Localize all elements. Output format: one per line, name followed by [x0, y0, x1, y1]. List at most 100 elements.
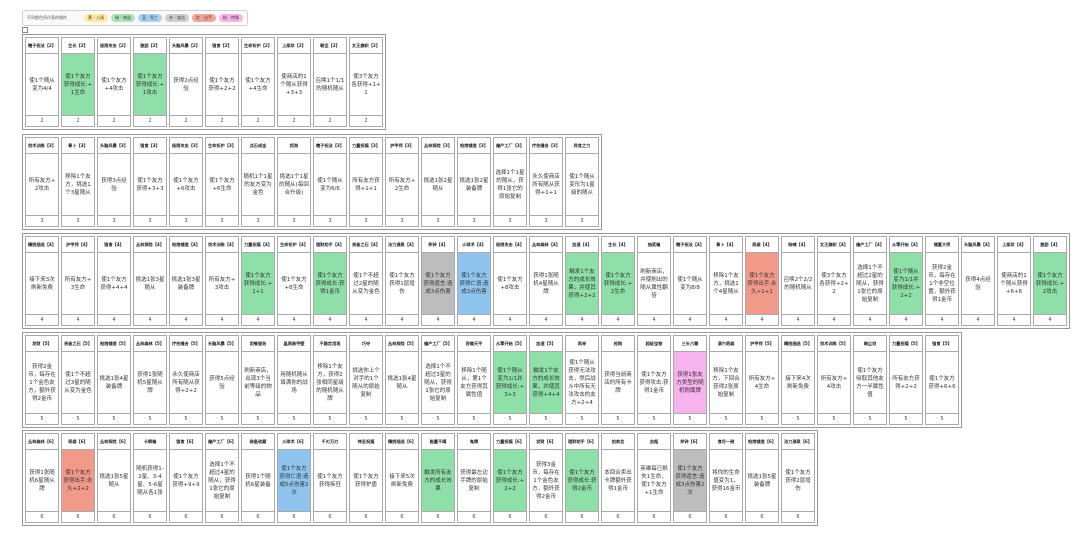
augment-card[interactable]: 剑术训练【5】 所有友方+4攻击 5: [817, 335, 851, 425]
augment-card[interactable]: 暗尘剑 使1个友方吸取其他友方一半属性值 5: [853, 335, 887, 425]
augment-card[interactable]: 晶质装甲壁 用随机随从填满你的战场 5: [277, 335, 311, 425]
augment-card[interactable]: 剑术训练【4】 所有友方+3攻击 4: [205, 236, 239, 326]
augment-card[interactable]: 火球术【4】 使1个友方获得亡语:造成3点伤害 4: [457, 236, 491, 326]
augment-card[interactable]: 演穴奇袭 移除1个友方，下回合获得2张原始复制 5: [709, 335, 743, 425]
augment-card[interactable]: 异变之力 使1个随从变形为1星级的随从 3: [565, 137, 599, 227]
augment-card[interactable]: 加速【4】 触发1个友方的成长效果，并使其获得+2+2 4: [565, 236, 599, 326]
augment-card[interactable]: 丛林探险【4】 挑选1张3星随从 4: [133, 236, 167, 326]
augment-card[interactable]: 用餐服务 刷新商店，出现3个当前等级的物品 5: [241, 335, 275, 425]
augment-card[interactable]: 女王旗帜【4】 使3个友方各获得+2+2 4: [817, 236, 851, 326]
augment-card[interactable]: 鬼牌 获得最左边手牌的原始复制 6: [457, 433, 491, 523]
augment-card[interactable]: 僱产工厂【3】 选择1个1星的随从，获得1张它的原始复制 3: [493, 137, 527, 227]
augment-card[interactable]: 瞎子祝法【2】 使1个随从变为4/4 2: [25, 37, 59, 127]
augment-card[interactable]: 呐喊【4】 召唤2个2/2的随机随从 4: [781, 236, 815, 326]
augment-card[interactable]: 极限攻击【4】 使1个友方+8攻击 4: [493, 236, 527, 326]
augment-card[interactable]: 装备收藏 获得1个随机6星装备 6: [241, 433, 275, 523]
augment-card[interactable]: 抢购 获得当前商店的所有卡牌 5: [601, 335, 635, 425]
augment-card[interactable]: 僱产工厂【6】 选择1个不超过4星的随从，获得1张它的原始复制 6: [205, 433, 239, 523]
augment-card[interactable]: 卡牌箱 随机获得1-2星、3-4星、5-6星随从各1张 6: [133, 433, 167, 523]
augment-card[interactable]: 贤者之石【4】 使1个不超过2星的随从变为金色 4: [349, 236, 383, 326]
augment-card[interactable]: 剑术训练【3】 所有友方+2攻击 3: [25, 137, 59, 227]
augment-card[interactable]: 丛林探险【6】 挑选1张5星随从 6: [97, 433, 131, 523]
augment-card[interactable]: 瞎子祝法【4】 使1个随从变为8/8 4: [673, 236, 707, 326]
augment-card[interactable]: 法力源泉【6】 使1个友方获得2层增伤 6: [781, 433, 815, 523]
augment-card[interactable]: 血瓶 英雄每已损失1生命，使1个友方+1生命 6: [637, 433, 671, 523]
augment-card[interactable]: 抽奖箱 刷新商店，并使刷出的随从属性翻倍 4: [637, 236, 671, 326]
augment-card[interactable]: 精挑细选【5】 接下来4次刷新免费 5: [781, 335, 815, 425]
augment-card[interactable]: 枪炮铺造【6】 挑选1张5星装备牌 6: [745, 433, 779, 523]
augment-card[interactable]: 疗伤缝合【3】 永久使商店所有随从获得+1+1 3: [529, 137, 563, 227]
augment-card[interactable]: 力量祝福【4】 使1个友方获得成长:+1+1 4: [241, 236, 275, 326]
augment-card[interactable]: 头脑风暴【2】 获得2点经验 2: [169, 37, 203, 127]
augment-card[interactable]: 不稳定用现 移除1个友方，获得2张相同星级的随机随从牌 5: [313, 335, 347, 425]
augment-card[interactable]: 枪炮铺造【3】 挑选1张2星装备牌 3: [457, 137, 491, 227]
augment-card[interactable]: 生命祈护【4】 使1个友方+8生命 4: [277, 236, 311, 326]
augment-card[interactable]: 枪炮铺造【5】 挑选1张4星装备牌 5: [97, 335, 131, 425]
augment-card[interactable]: 头脑风暴【3】 获得3点经验 3: [97, 137, 131, 227]
augment-card[interactable]: 能量不竭 触发所有友方的成长效果 6: [421, 433, 455, 523]
augment-card[interactable]: 点石成金 随机1个1星的友方变为金色 3: [241, 137, 275, 227]
augment-card[interactable]: 僱产工厂【4】 选择1个不超过2星的随从，获得1张它的原始复制 4: [853, 236, 887, 326]
augment-card[interactable]: 超级宝物 使1个友方获得攻击:获得1金币 5: [637, 335, 671, 425]
augment-card[interactable]: 朝圣【2】 召唤1个1/1的随机随从 2: [313, 37, 347, 127]
augment-card[interactable]: 再来 使1个随从获得无法攻击，然后战斗中所有无法攻击的友方+2+4 5: [565, 335, 599, 425]
augment-card[interactable]: 强食【4】 使1个友方获得+4+4 4: [97, 236, 131, 326]
augment-card[interactable]: 发财【5】 获得2金币，每存在1个金色友方，额外获得2金币 5: [25, 335, 59, 425]
augment-card[interactable]: 拍卖会 本回合卖出卡牌额外获得1金币 6: [601, 433, 635, 523]
augment-card[interactable]: 强食【5】 使1个友方获得+6+6 5: [925, 335, 959, 425]
augment-card[interactable]: 精挑细选【6】 接下来5次刷新免费 6: [385, 433, 419, 523]
augment-card[interactable]: 力量祝福【3】 所有友方获得+1+1 3: [349, 137, 383, 227]
augment-card[interactable]: 丛林森林【6】 获得1张随机6星随从牌 6: [25, 433, 59, 523]
augment-card[interactable]: 千刃万刃 使1个友方获得疾狂 6: [313, 433, 347, 523]
augment-card[interactable]: 瞎子祝法【3】 使1个随从变为6/6 3: [313, 137, 347, 227]
augment-card[interactable]: 斧钟【6】 使1个友方获得遗言:造成3点伤害2次 6: [673, 433, 707, 523]
augment-card[interactable]: 枪炮铺造【4】 挑选1张3星装备牌 4: [169, 236, 203, 326]
augment-card[interactable]: 疗伤缝合【5】 永久使商店所有随从获得+2+2 5: [169, 335, 203, 425]
augment-card[interactable]: 头脑风暴【5】 获得5点经验 5: [205, 335, 239, 425]
augment-card[interactable]: 护甲师【5】 所有友方+4生命 5: [745, 335, 779, 425]
augment-card[interactable]: 从零开始【5】 使1个随从变为1/1并获得成长:+3+3 5: [493, 335, 527, 425]
augment-card[interactable]: 强食【3】 使1个友方获得+3+3 3: [133, 137, 167, 227]
augment-card[interactable]: 贤者之石【5】 使1个不超过3星的随从变为金色 5: [61, 335, 95, 425]
augment-card[interactable]: 生命祈护【2】 使1个友方+4生命 2: [241, 37, 275, 127]
augment-card[interactable]: 力量祝福【5】 所有友方获得+2+2 5: [889, 335, 923, 425]
augment-card[interactable]: 火球术【6】 使1个友方获得亡语:造成5点伤害2次 6: [277, 433, 311, 523]
augment-card[interactable]: 食尽一碗 将你的生命值变为1，获得16金币 6: [709, 433, 743, 523]
augment-card[interactable]: 头脑风暴【4】 获得4点经验 4: [961, 236, 995, 326]
augment-card[interactable]: 精挑细选【4】 接下来3次刷新免费 4: [25, 236, 59, 326]
augment-card[interactable]: 激励【4】 使1个友方获得成长:+2攻击 4: [1033, 236, 1067, 326]
augment-card[interactable]: 理财助手【4】 使1个友方获得成长:获得1金币 4: [313, 236, 347, 326]
augment-card[interactable]: 丛林森林【4】 获得1张随机4星随从牌 4: [529, 236, 563, 326]
augment-card[interactable]: 储蓄大师 获得2金币，每存在1个非空位置，额外获得1金币 4: [925, 236, 959, 326]
augment-card[interactable]: 抓狗 挑选1个1星的随从(每回合升级) 3: [277, 137, 311, 227]
augment-card[interactable]: 生长【2】 使1个友方获得成长:+1生命 2: [61, 37, 95, 127]
augment-card[interactable]: 奇袭【4】 使1个友方获得出手:永久+1+1 4: [745, 236, 779, 326]
augment-card[interactable]: 加速【5】 触发1个友方的成长效果，并使其获得+4+4 5: [529, 335, 563, 425]
augment-card[interactable]: 上架珍【2】 使商店的1个随从获得+3+3 2: [277, 37, 311, 127]
augment-card[interactable]: 三头六臂 获得1张友方类型的随机附属牌 5: [673, 335, 707, 425]
augment-card[interactable]: 奇袭【6】 使1个友方获得出手:永久+2+2 6: [61, 433, 95, 523]
augment-card[interactable]: 生命祈护【3】 使1个友方+6生命 3: [205, 137, 239, 227]
augment-card[interactable]: 极限攻击【3】 使1个友方+6攻击 3: [169, 137, 203, 227]
augment-card[interactable]: 丛林探险【5】 挑选1张4星随从 5: [385, 335, 419, 425]
augment-card[interactable]: 强食【6】 使1个友方获得+9+9 6: [169, 433, 203, 523]
augment-card[interactable]: 激励【2】 使1个友方获得成长:+1攻击 2: [133, 37, 167, 127]
augment-card[interactable]: 吞噬天平 移除1个随从，第1个友方获得其属性值 5: [457, 335, 491, 425]
augment-card[interactable]: 骨卜【3】 移除1个友方，挑选1个3星随从 3: [61, 137, 95, 227]
augment-card[interactable]: 僱产工厂【5】 选择1个不超过3星的随从，获得1张它的原始复制 5: [421, 335, 455, 425]
augment-card[interactable]: 从零开始【4】 使1个随从变为1/1并获得成长:+2+2 4: [889, 236, 923, 326]
augment-card[interactable]: 强食【2】 使1个友方获得+2+2 2: [205, 37, 239, 127]
select-all-checkbox[interactable]: [22, 27, 28, 33]
augment-card[interactable]: 发财【6】 获得3金币，每存在1个金色友方，额外获得2金币 6: [529, 433, 563, 523]
augment-card[interactable]: 护甲师【3】 所有友方+2生命 3: [385, 137, 419, 227]
augment-card[interactable]: 女王旗帜【2】 使3个友方各获得+1+1 2: [349, 37, 383, 127]
augment-card[interactable]: 力量祝福【6】 使1个友方获得成长:+2+2 6: [493, 433, 527, 523]
augment-card[interactable]: 神圣祝福 使1个友方获得护盾 6: [349, 433, 383, 523]
augment-card[interactable]: 极限攻击【2】 使1个友方+4攻击 2: [97, 37, 131, 127]
augment-card[interactable]: 骨卜【4】 移除1个友方，挑选1个4星随从 4: [709, 236, 743, 326]
augment-card[interactable]: 丛林探险【3】 挑选1张2星随从 3: [421, 137, 455, 227]
augment-card[interactable]: 斧钟【4】 使1个友方获得遗言:造成3点伤害 4: [421, 236, 455, 326]
augment-card[interactable]: 理财助手【6】 使1个友方获得成长:获得2金币 6: [565, 433, 599, 523]
augment-card[interactable]: 护甲师【4】 所有友方+3生命 4: [61, 236, 95, 326]
augment-card[interactable]: 上架珍【4】 使商店的1个随从获得+6+6 4: [997, 236, 1031, 326]
